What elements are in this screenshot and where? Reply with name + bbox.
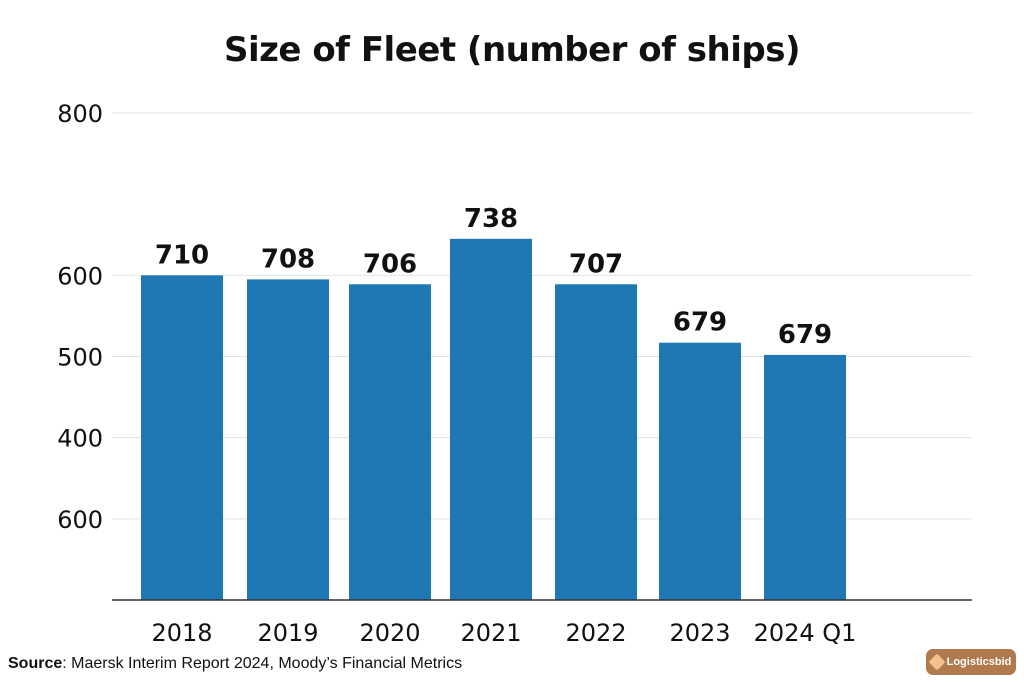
data-label: 679 <box>778 320 832 350</box>
data-label: 706 <box>363 249 417 279</box>
bar <box>349 284 431 600</box>
bar <box>141 275 223 600</box>
x-tick-label: 2019 <box>257 619 318 647</box>
x-tick-label: 2020 <box>359 619 420 647</box>
bar <box>555 284 637 600</box>
data-label: 679 <box>673 308 727 338</box>
data-label: 738 <box>464 204 518 234</box>
y-tick-label: 600 <box>57 506 103 534</box>
source-note: Source: Maersk Interim Report 2024, Mood… <box>8 655 462 673</box>
chart-title: Size of Fleet (number of ships) <box>224 30 800 70</box>
source-text: : Maersk Interim Report 2024, Moody’s Fi… <box>62 655 463 672</box>
y-tick-label: 800 <box>57 100 103 128</box>
y-tick-label: 500 <box>57 344 103 372</box>
x-tick-label: 2022 <box>565 619 626 647</box>
y-tick-label: 400 <box>57 425 103 453</box>
data-label: 707 <box>569 249 623 279</box>
logo-cube-icon <box>928 653 946 671</box>
x-tick-label: 2021 <box>460 619 521 647</box>
x-tick-label: 2018 <box>151 619 212 647</box>
source-label: Source <box>8 655 63 672</box>
bar <box>659 342 741 600</box>
bar <box>450 238 532 600</box>
logisticsbid-logo: Logisticsbid <box>926 649 1016 675</box>
data-label: 710 <box>155 240 209 270</box>
logo-text: Logisticsbid <box>946 656 1012 668</box>
bar <box>764 354 846 600</box>
x-tick-label: 2023 <box>669 619 730 647</box>
x-tick-label: 2024 Q1 <box>754 619 857 647</box>
y-tick-label: 600 <box>57 262 103 290</box>
data-label: 708 <box>261 244 315 274</box>
bar <box>247 279 329 600</box>
